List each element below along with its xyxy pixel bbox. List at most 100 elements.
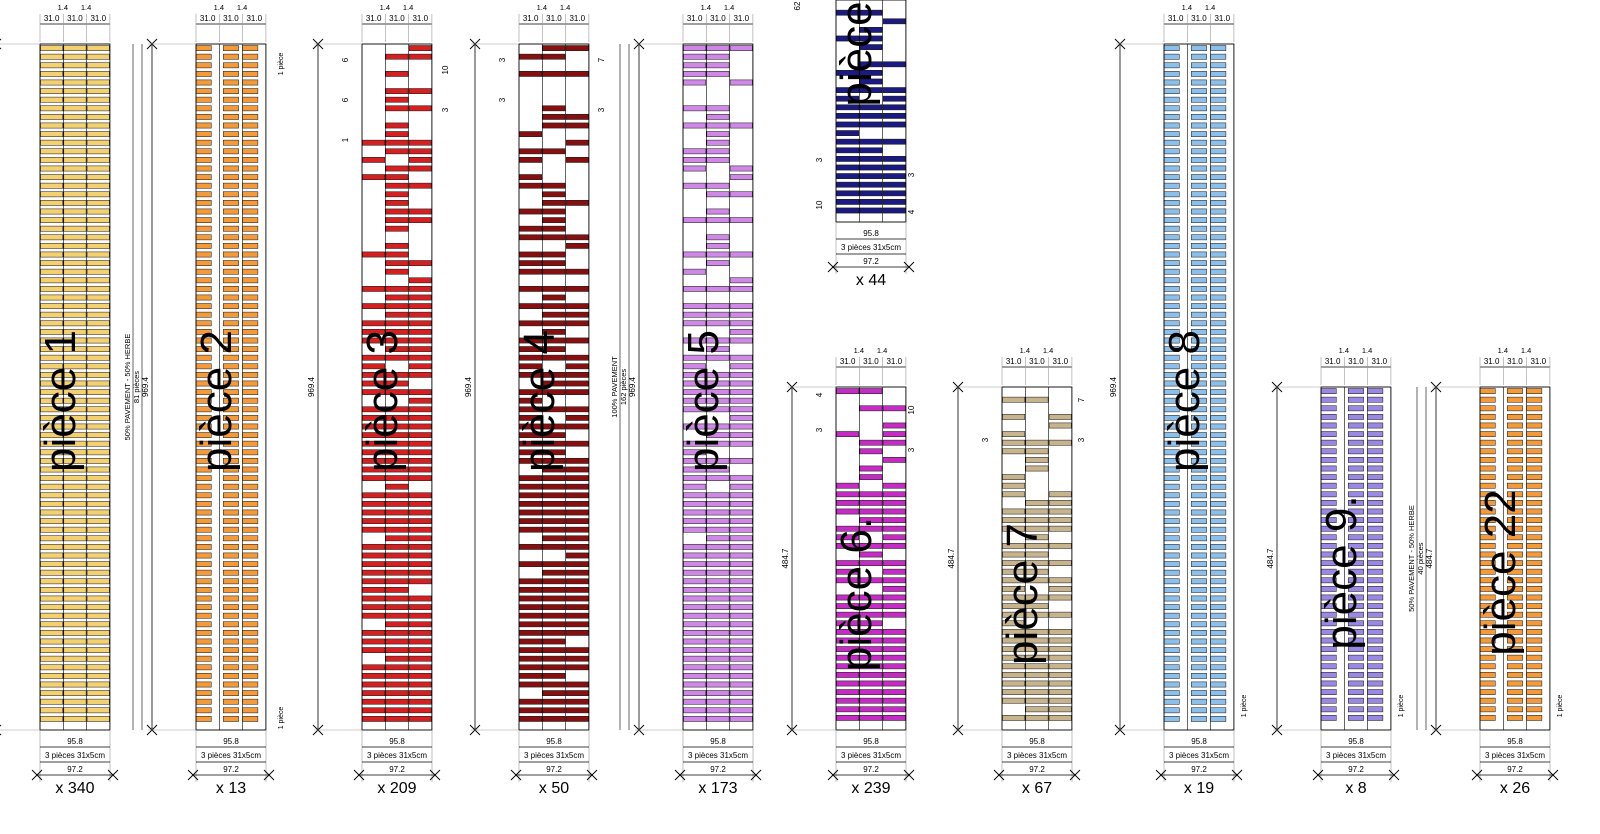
paver-brick <box>683 363 707 370</box>
paver-brick <box>1526 474 1543 480</box>
paver-brick <box>63 182 87 189</box>
paver-brick <box>408 182 432 189</box>
paver-brick <box>565 303 589 309</box>
paver-brick <box>1526 396 1543 403</box>
paver-brick <box>1191 225 1207 232</box>
paver-brick <box>729 483 753 490</box>
paver-brick <box>40 440 64 447</box>
paver-brick <box>63 552 87 559</box>
paver-brick <box>408 303 432 309</box>
paver-brick <box>362 707 386 714</box>
paver-brick <box>362 406 386 413</box>
paver-brick <box>86 466 110 473</box>
paver-brick <box>859 663 883 670</box>
paver-brick <box>1526 525 1543 532</box>
paver-brick <box>683 105 707 112</box>
paver-brick <box>1526 715 1543 721</box>
paver-brick <box>519 363 543 370</box>
paver-brick <box>1210 655 1227 662</box>
paver-brick <box>86 449 110 456</box>
paver-brick <box>1163 526 1180 533</box>
paver-brick <box>1367 405 1384 412</box>
paver-brick <box>859 87 883 93</box>
paver-brick <box>882 104 906 111</box>
paver-brick <box>1526 672 1543 678</box>
paver-brick <box>195 492 212 499</box>
paver-brick <box>385 681 409 688</box>
paver-brick <box>86 716 110 722</box>
paver-brick <box>242 114 259 120</box>
aux-dimension-label: 162 pièces <box>619 369 628 406</box>
paver-brick <box>40 372 64 378</box>
paver-brick <box>1348 491 1364 498</box>
paver-brick <box>683 595 707 602</box>
paver-brick <box>1002 586 1026 592</box>
paver-brick <box>40 458 64 464</box>
paver-brick <box>408 277 432 284</box>
paver-brick <box>519 518 543 524</box>
paver-brick <box>683 681 707 688</box>
paver-brick <box>195 552 212 559</box>
paver-brick <box>223 71 239 77</box>
paver-brick <box>1367 663 1384 670</box>
paver-brick <box>1191 423 1207 430</box>
inner-width-label: 95.8 <box>1348 737 1364 746</box>
paver-brick <box>1163 690 1180 696</box>
paver-brick <box>86 698 110 705</box>
paver-brick <box>542 458 566 464</box>
paver-brick <box>1479 388 1496 394</box>
paver-brick <box>859 508 883 515</box>
paver-brick <box>706 604 730 610</box>
paver-brick <box>408 647 432 653</box>
paver-brick <box>1002 396 1026 403</box>
paver-brick <box>1210 406 1227 413</box>
paver-brick <box>859 637 883 644</box>
paver-brick <box>40 311 64 318</box>
paver-brick <box>1526 448 1543 455</box>
paver-brick <box>40 225 64 232</box>
column-width-label: 31.0 <box>246 14 262 23</box>
paver-brick <box>1526 680 1543 687</box>
paver-brick <box>1367 534 1384 541</box>
paver-brick <box>1191 45 1207 51</box>
joint-width-label: 1.4 <box>1043 346 1053 355</box>
paver-brick <box>1367 439 1384 446</box>
paver-brick <box>86 96 110 103</box>
paver-brick <box>519 415 543 421</box>
paver-brick <box>242 260 259 266</box>
joint-width-label: 1.4 <box>1182 3 1192 12</box>
paver-brick <box>385 380 409 387</box>
paver-brick <box>362 380 386 387</box>
paver-brick <box>86 664 110 671</box>
paver-brick <box>1163 225 1180 232</box>
paver-brick <box>385 354 409 361</box>
paver-brick <box>836 646 860 652</box>
piece-title: pièce 1 <box>36 330 85 472</box>
paver-brick <box>408 329 432 335</box>
paver-brick <box>542 122 566 129</box>
paver-brick <box>1002 448 1026 455</box>
paver-brick <box>1163 621 1180 628</box>
paver-brick <box>242 225 259 232</box>
paver-brick <box>385 200 409 206</box>
piece-outline <box>1163 43 1235 731</box>
paver-brick <box>706 655 730 662</box>
paver-brick <box>385 329 409 335</box>
paver-brick <box>706 208 730 215</box>
paver-brick <box>385 191 409 198</box>
paver-brick <box>63 647 87 653</box>
paver-brick <box>63 690 87 696</box>
paver-brick <box>1191 337 1207 344</box>
paver-brick <box>408 157 432 163</box>
composition-label: 3 pièces 31x5cm <box>1169 751 1229 760</box>
paver-brick <box>385 243 409 249</box>
paver-brick <box>195 544 212 550</box>
paver-brick <box>836 388 860 394</box>
paver-brick <box>63 389 87 395</box>
paver-brick <box>40 544 64 550</box>
paver-brick <box>242 122 259 129</box>
paver-brick <box>729 638 753 645</box>
paver-brick <box>1163 234 1180 241</box>
paver-brick <box>362 303 386 309</box>
paver-brick <box>1367 715 1384 721</box>
